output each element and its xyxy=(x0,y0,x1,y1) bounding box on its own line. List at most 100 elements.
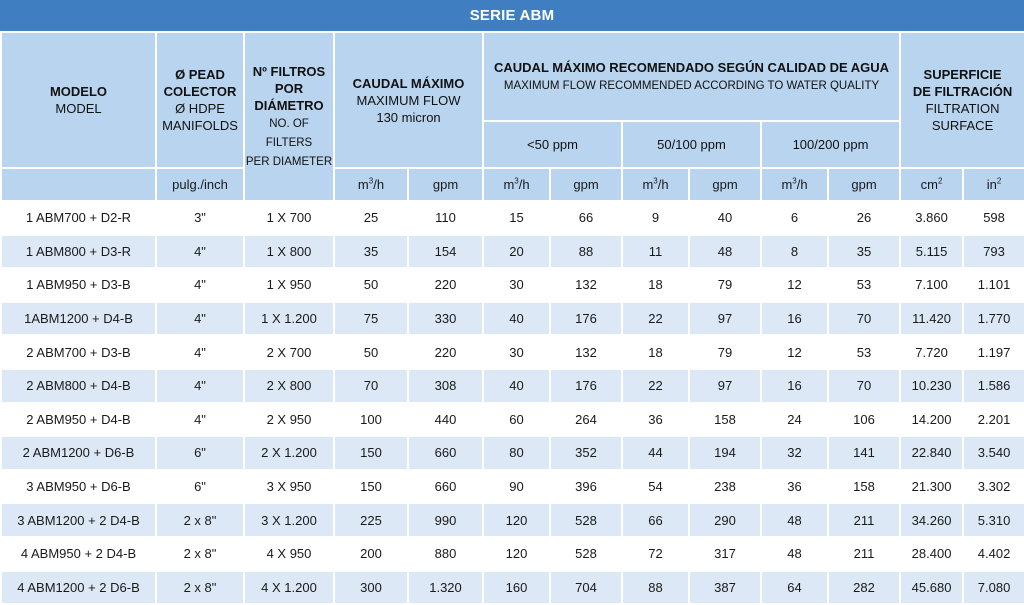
cell-surface-cm2: 45.680 xyxy=(899,569,965,605)
header-recommended-flow: CAUDAL MÁXIMO RECOMENDADO SEGÚN CALIDAD … xyxy=(482,31,902,122)
table-row: 1 ABM700 + D2-R 3" 1 X 700 25 110 15 66 9 40 6 26 3… xyxy=(0,200,1024,236)
cell-manifold: 6" xyxy=(155,468,245,505)
cell-50-100-m3h: 11 xyxy=(621,233,691,270)
cell-50-100-m3h: 54 xyxy=(621,468,691,505)
unit-m3h: m3/h xyxy=(621,167,691,202)
cell-100-200-gpm: 141 xyxy=(827,435,902,471)
cell-under50-m3h: 30 xyxy=(482,334,552,370)
cell-max-flow-gpm: 880 xyxy=(406,535,485,572)
cell-filters: 2 X 1.200 xyxy=(243,435,335,471)
header-max-flow-micron: 130 micron xyxy=(376,109,441,125)
cell-max-flow-m3h: 225 xyxy=(333,502,409,538)
cell-manifold: 4" xyxy=(155,267,245,303)
cell-50-100-gpm: 79 xyxy=(688,334,763,370)
cell-surface-cm2: 22.840 xyxy=(899,435,965,471)
cell-50-100-gpm: 158 xyxy=(688,401,763,438)
cell-filters: 4 X 950 xyxy=(243,535,335,572)
table-row: 3 ABM950 + D6-B 6" 3 X 950 150 660 90 396 54 238… xyxy=(0,468,1024,505)
cell-under50-gpm: 132 xyxy=(549,334,624,370)
header-recommended-flow-en: MAXIMUM FLOW RECOMMENDED ACCORDING TO WA… xyxy=(503,79,880,92)
cell-max-flow-m3h: 300 xyxy=(333,569,409,605)
table-header: MODELO MODEL Ø PEAD COLECTOR Ø HDPE MANI… xyxy=(0,31,1024,202)
unit-cm2-base: cm xyxy=(920,177,938,192)
cell-filters: 3 X 950 xyxy=(243,468,335,505)
cell-100-200-m3h: 48 xyxy=(760,502,830,538)
cell-under50-gpm: 264 xyxy=(549,401,624,438)
cell-max-flow-m3h: 150 xyxy=(333,468,409,505)
cell-manifold: 4" xyxy=(155,367,245,404)
cell-50-100-gpm: 48 xyxy=(688,233,763,270)
cell-model: 2 ABM700 + D3-B xyxy=(0,334,157,370)
cell-filters: 4 X 1.200 xyxy=(243,569,335,605)
cell-under50-m3h: 40 xyxy=(482,367,552,404)
cell-under50-gpm: 176 xyxy=(549,300,624,337)
cell-filters: 1 X 800 xyxy=(243,233,335,270)
cell-50-100-m3h: 22 xyxy=(621,300,691,337)
table-body: 1 ABM700 + D2-R 3" 1 X 700 25 110 15 66 9 40 6 26 3… xyxy=(0,200,1024,605)
cell-surface-cm2: 28.400 xyxy=(899,535,965,572)
cell-filters: 2 X 800 xyxy=(243,367,335,404)
header-manifold-es-1: Ø PEAD xyxy=(175,67,225,82)
cell-surface-cm2: 7.720 xyxy=(899,334,965,370)
cell-surface-in2: 598 xyxy=(962,200,1024,236)
cell-under50-m3h: 160 xyxy=(482,569,552,605)
cell-under50-m3h: 40 xyxy=(482,300,552,337)
cell-surface-in2: 3.540 xyxy=(962,435,1024,471)
cell-manifold: 2 x 8" xyxy=(155,502,245,538)
cell-under50-gpm: 528 xyxy=(549,502,624,538)
cell-surface-in2: 1.586 xyxy=(962,367,1024,404)
unit-m3h-tail: /h xyxy=(796,177,808,192)
unit-m3h-tail: /h xyxy=(518,177,530,192)
unit-m3h-base: m xyxy=(781,177,793,192)
table-row: 1 ABM800 + D3-R 4" 1 X 800 35 154 20 88 11 48 8 35… xyxy=(0,233,1024,270)
cell-filters: 3 X 1.200 xyxy=(243,502,335,538)
table-row: 4 ABM950 + 2 D4-B 2 x 8" 4 X 950 200 880 120 5… xyxy=(0,535,1024,572)
unit-m3h-sup: 3 xyxy=(653,176,658,186)
cell-50-100-gpm: 40 xyxy=(688,200,763,236)
cell-manifold: 4" xyxy=(155,401,245,438)
cell-model: 2 ABM1200 + D6-B xyxy=(0,435,157,471)
header-filters-es-3: DIÁMETRO xyxy=(254,97,324,113)
header-filters-en-3: PER DIAMETER xyxy=(245,155,333,168)
cell-model: 1 ABM700 + D2-R xyxy=(0,200,157,236)
cell-max-flow-gpm: 330 xyxy=(406,300,485,337)
cell-max-flow-m3h: 100 xyxy=(333,401,409,438)
cell-50-100-m3h: 18 xyxy=(621,267,691,303)
unit-gpm: gpm xyxy=(827,167,902,202)
cell-100-200-gpm: 282 xyxy=(827,569,902,605)
unit-m3h-base: m xyxy=(642,177,654,192)
cell-under50-gpm: 66 xyxy=(549,200,624,236)
header-filters: Nº FILTROS POR DIÁMETRO NO. OF FILTERS P… xyxy=(243,31,335,202)
cell-50-100-m3h: 18 xyxy=(621,334,691,370)
cell-surface-cm2: 7.100 xyxy=(899,267,965,303)
cell-surface-in2: 3.302 xyxy=(962,468,1024,505)
cell-max-flow-m3h: 25 xyxy=(333,200,409,236)
unit-m3h-sup: 3 xyxy=(792,176,797,186)
header-filters-en-1: NO. OF xyxy=(269,117,309,130)
header-ppm-100-200: 100/200 ppm xyxy=(760,120,902,169)
cell-model: 1 ABM950 + D3-B xyxy=(0,267,157,303)
cell-model: 3 ABM950 + D6-B xyxy=(0,468,157,505)
cell-filters: 1 X 950 xyxy=(243,267,335,303)
cell-model: 1ABM1200 + D4-B xyxy=(0,300,157,337)
cell-manifold: 4" xyxy=(155,233,245,270)
cell-50-100-gpm: 238 xyxy=(688,468,763,505)
cell-100-200-gpm: 70 xyxy=(827,367,902,404)
cell-100-200-m3h: 12 xyxy=(760,334,830,370)
unit-cm2-sup: 2 xyxy=(937,176,943,186)
cell-under50-gpm: 352 xyxy=(549,435,624,471)
abm-series-table: MODELO MODEL Ø PEAD COLECTOR Ø HDPE MANI… xyxy=(0,31,1024,605)
cell-under50-gpm: 528 xyxy=(549,535,624,572)
table-row: 2 ABM800 + D4-B 4" 2 X 800 70 308 40 176 22 97 16… xyxy=(0,367,1024,404)
cell-under50-gpm: 396 xyxy=(549,468,624,505)
cell-max-flow-m3h: 50 xyxy=(333,334,409,370)
header-surface-es-1: SUPERFICIE xyxy=(923,67,1002,82)
cell-surface-in2: 7.080 xyxy=(962,569,1024,605)
header-max-flow: CAUDAL MÁXIMO MAXIMUM FLOW 130 micron xyxy=(332,31,485,169)
header-max-flow-en: MAXIMUM FLOW xyxy=(356,92,461,108)
cell-100-200-gpm: 53 xyxy=(827,267,902,303)
cell-model: 4 ABM950 + 2 D4-B xyxy=(0,535,157,572)
cell-100-200-gpm: 70 xyxy=(827,300,902,337)
header-filters-es-1: Nº FILTROS xyxy=(252,63,326,79)
cell-100-200-m3h: 64 xyxy=(760,569,830,605)
